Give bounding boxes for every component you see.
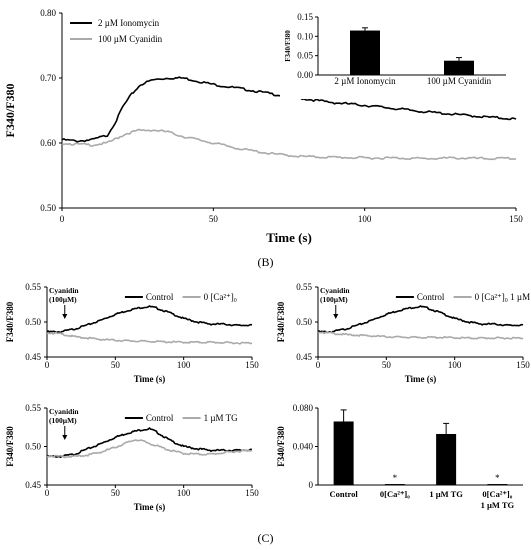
series-line (317, 305, 524, 334)
annotation-label: (100µM) (49, 295, 77, 304)
y-tick-label: 0.45 (296, 352, 312, 362)
chart-c3: 0.45 0.50 0.55 0 50 100 150 Time (s) F340/F380 Co… (5, 403, 259, 512)
legend-entry: 1 µM TG (204, 413, 239, 423)
y-tick-label: 0.80 (40, 8, 56, 18)
x-tick-label: 0 (45, 360, 50, 370)
y-tick-label: 0.55 (25, 282, 41, 292)
y-tick-label: 0.10 (297, 31, 313, 41)
legend-entry: Control (146, 292, 174, 302)
legend-entry: Control (417, 292, 445, 302)
annotation-label: (100µM) (320, 295, 348, 304)
annotation-arrowhead (62, 314, 68, 319)
x-axis-title: Time (s) (405, 374, 437, 384)
y-tick-label: 0.05 (297, 51, 313, 61)
legend-entry: Control (146, 413, 174, 423)
legend-entry: 2 µM Ionomycin (98, 18, 160, 28)
y-axis-title: F340/F380 (3, 84, 17, 138)
y-tick-label: 0.040 (293, 442, 314, 452)
y-tick-label: 0.080 (293, 403, 314, 413)
y-tick-label: 0.50 (40, 203, 56, 213)
x-tick-label: 150 (245, 360, 259, 370)
annotation-label: Cyanidin (320, 286, 350, 295)
y-tick-label: 0.55 (296, 282, 312, 292)
x-axis-title: Time (s) (134, 502, 166, 512)
x-tick-label: 100 (448, 360, 462, 370)
category-label: Control (330, 489, 359, 499)
x-tick-label: 50 (111, 360, 121, 370)
bar (487, 484, 508, 485)
series-line (46, 331, 253, 345)
y-tick-label: 0.50 (296, 317, 312, 327)
y-tick-label: 0.55 (25, 403, 41, 413)
panel-label-b: (B) (258, 255, 274, 269)
annotation-label: Cyanidin (49, 286, 79, 295)
annotation-arrowhead (62, 435, 68, 440)
legend-entry: 0 [Ca²⁺]₀ (204, 292, 237, 302)
panel-label-c: (C) (258, 531, 274, 545)
x-tick-label: 150 (516, 360, 530, 370)
y-tick-label: 0.50 (25, 442, 41, 452)
y-axis-title: F340/F380 (276, 426, 286, 467)
y-tick-label: 0.45 (25, 480, 41, 490)
x-tick-label: 50 (382, 360, 392, 370)
bar (333, 421, 354, 485)
chart-c2: 0.45 0.50 0.55 0 50 100 150 Time (s) F340/F380 Co… (276, 282, 531, 384)
x-tick-label: 0 (45, 488, 50, 498)
x-tick-label: 150 (509, 214, 523, 224)
significance-mark: * (393, 473, 398, 483)
y-tick-label: 0.70 (40, 73, 56, 83)
series-line (46, 305, 253, 334)
series-line (61, 128, 517, 161)
category-label: 100 µM Cyanidin (427, 76, 492, 86)
annotation-arrowhead (333, 314, 339, 319)
y-axis-title: F340/F380 (5, 426, 15, 467)
y-axis-title: F340/F380 (284, 30, 292, 62)
y-tick-label: 0.60 (40, 138, 56, 148)
bar (384, 484, 405, 485)
category-label: 1 µM TG (429, 489, 463, 499)
annotation-label: Cyanidin (49, 407, 79, 416)
series-line (46, 439, 253, 459)
x-tick-label: 0 (316, 360, 321, 370)
x-axis-title: Time (s) (134, 374, 166, 384)
bar (436, 433, 457, 485)
category-label: 0[Ca²⁺]₀ (380, 489, 410, 499)
x-tick-label: 50 (209, 214, 219, 224)
chart-main-inset: 0.00 0.05 0.10 0.15 F340/F380 2 µM Ionomycin 1… (280, 3, 522, 99)
inset-frame (280, 3, 522, 99)
y-tick-label: 0 (309, 480, 314, 490)
legend-entry: 100 µM Cyanidin (98, 34, 163, 44)
bar (444, 60, 474, 75)
series-line (317, 331, 524, 340)
series-line (46, 427, 253, 459)
chart-c1: 0.45 0.50 0.55 0 50 100 150 Time (s) F340/F380 Co… (5, 282, 259, 384)
x-tick-label: 150 (245, 488, 259, 498)
y-tick-label: 0.45 (25, 352, 41, 362)
y-tick-label: 0.00 (297, 70, 313, 80)
category-label: 0[Ca²⁺]₀ (482, 489, 512, 499)
significance-mark: * (495, 473, 500, 483)
y-tick-label: 0.15 (297, 12, 313, 22)
y-axis-title: F340/F380 (276, 301, 286, 342)
bar (350, 30, 380, 75)
x-tick-label: 100 (177, 488, 191, 498)
y-axis-title: F340/F380 (5, 301, 15, 342)
x-tick-label: 50 (111, 488, 121, 498)
category-label: 1 µM TG (481, 500, 515, 510)
category-label: 2 µM Ionomycin (334, 76, 396, 86)
annotation-label: (100µM) (49, 416, 77, 425)
x-axis-title: Time (s) (266, 230, 312, 245)
x-tick-label: 0 (60, 214, 65, 224)
x-tick-label: 100 (358, 214, 372, 224)
y-tick-label: 0.50 (25, 317, 41, 327)
legend-entry: 0 [Ca²⁺]₀ 1 µM TG (475, 292, 531, 302)
x-tick-label: 100 (177, 360, 191, 370)
